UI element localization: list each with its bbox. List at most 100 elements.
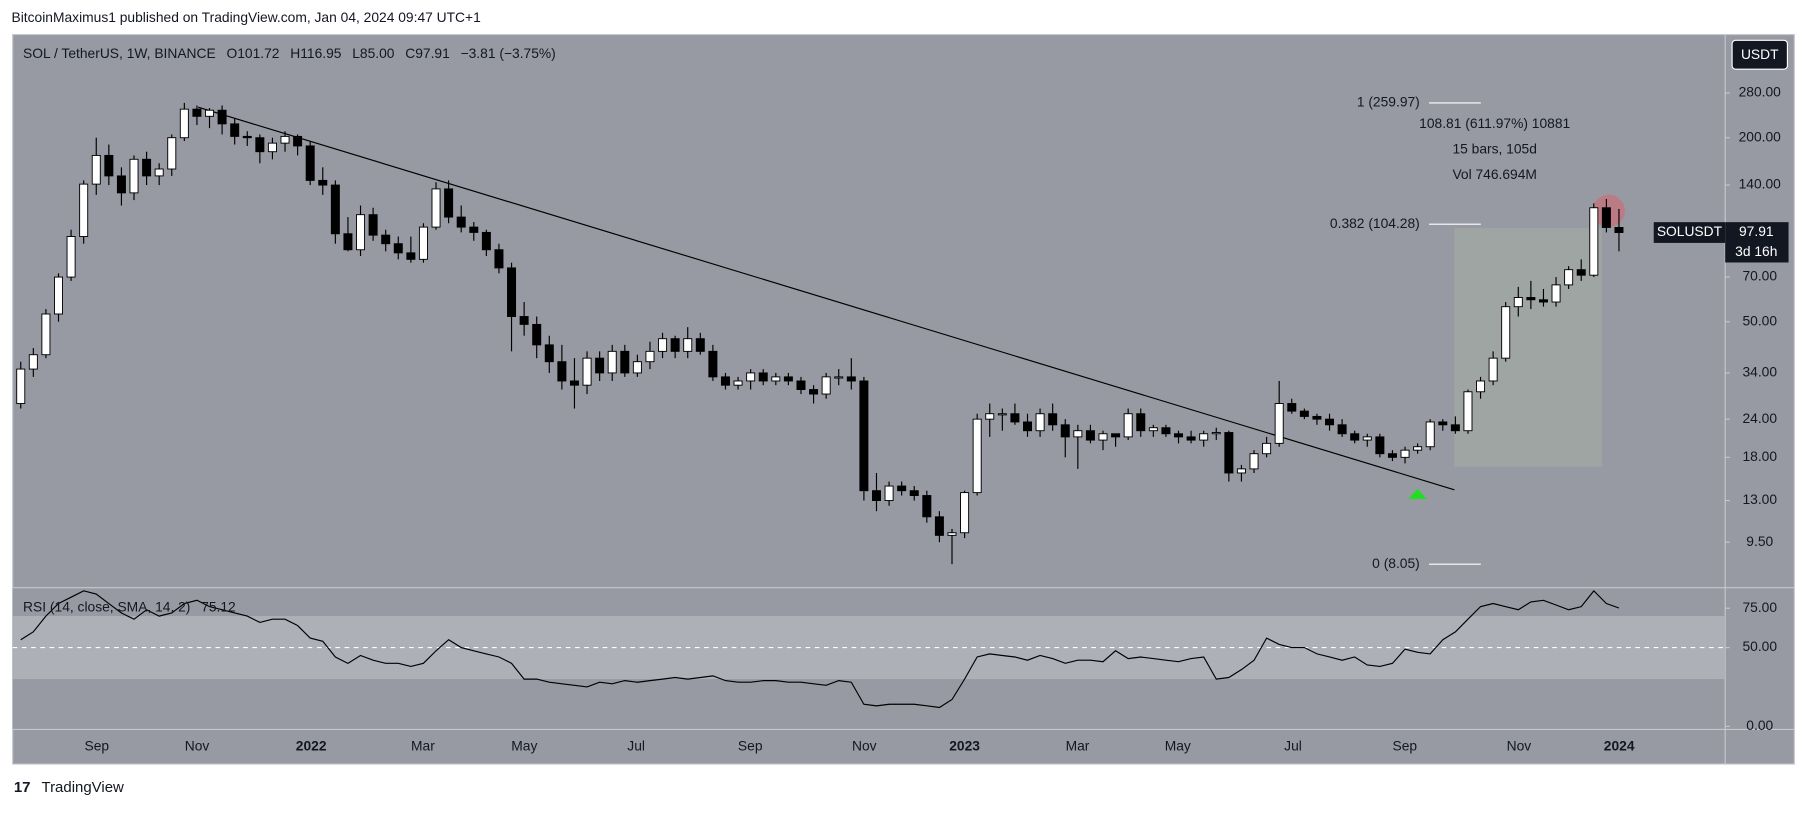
- candle-body: [1463, 391, 1473, 432]
- candle-body: [381, 234, 391, 245]
- x-tick-label: Sep: [1393, 737, 1418, 753]
- candle-body: [1199, 433, 1209, 441]
- candle-body: [242, 135, 252, 139]
- legend-c-key: C: [405, 45, 415, 61]
- y-tick-label: 280.00: [1739, 84, 1782, 100]
- candle-body: [179, 108, 189, 139]
- measure-text: Vol 746.694M: [1452, 166, 1536, 182]
- candle-body: [557, 361, 567, 382]
- y-tick-label: 200.00: [1739, 128, 1782, 144]
- price-tag: [1725, 222, 1789, 263]
- candle-body: [1211, 432, 1221, 435]
- x-tick-label: Mar: [411, 737, 435, 753]
- candle-body: [1589, 207, 1599, 276]
- x-tick-label: 2024: [1604, 737, 1635, 753]
- legend-o: 101.72: [237, 45, 279, 61]
- candle-body: [418, 226, 428, 260]
- candle-body: [683, 338, 693, 352]
- candle-body: [1249, 453, 1259, 470]
- candle-body: [255, 137, 265, 153]
- candle-body: [507, 267, 517, 317]
- x-tick-label: May: [1165, 737, 1191, 753]
- candle-body: [1564, 269, 1574, 286]
- x-tick-label: Sep: [85, 737, 110, 753]
- candle-body: [1576, 269, 1586, 276]
- candle-body: [821, 376, 831, 395]
- x-tick-label: Nov: [852, 737, 877, 753]
- candle-body: [934, 516, 944, 536]
- y-tick-label: 34.00: [1742, 364, 1777, 380]
- legend-c: 97.91: [415, 45, 450, 61]
- currency-label[interactable]: USDT: [1741, 46, 1779, 62]
- rsi-last: 75.12: [201, 598, 236, 614]
- candle-body: [1035, 413, 1045, 432]
- candle-body: [116, 175, 126, 194]
- candle-body: [1174, 433, 1184, 438]
- x-tick-label: May: [511, 737, 537, 753]
- candle-body: [796, 380, 806, 390]
- legend-o-key: O: [226, 45, 237, 61]
- breakout-arrow: [1408, 488, 1427, 499]
- x-tick-label: 2023: [949, 737, 980, 753]
- x-tick-label: Mar: [1066, 737, 1090, 753]
- currency-button[interactable]: [1731, 39, 1788, 70]
- candle-body: [167, 137, 177, 170]
- candle-body: [1123, 413, 1133, 438]
- rsi-legend: RSI (14, close, SMA, 14, 2) 75.12: [23, 598, 236, 614]
- candle-body: [1073, 430, 1083, 438]
- candle-body: [192, 108, 202, 117]
- symbol-legend: SOL / TetherUS, 1W, BINANCE O101.72 H116…: [23, 45, 556, 61]
- symbol: SOL / TetherUS, 1W, BINANCE: [23, 45, 216, 61]
- candle-body: [406, 252, 416, 260]
- candle-body: [658, 338, 668, 352]
- candle-body: [884, 485, 894, 502]
- publish-header: BitcoinMaximus1 published on TradingView…: [12, 9, 481, 25]
- candle-body: [645, 350, 655, 363]
- candle-body: [1425, 421, 1435, 448]
- candle-body: [595, 357, 605, 374]
- candle-body: [695, 338, 705, 352]
- candle-body: [720, 376, 730, 386]
- candle-body: [670, 338, 680, 352]
- candle-body: [1551, 284, 1561, 303]
- x-tick-label: Jul: [1284, 737, 1302, 753]
- candle-body: [280, 135, 290, 144]
- candle-body: [1538, 299, 1548, 303]
- candle-body: [343, 233, 353, 251]
- candle-body: [1614, 226, 1624, 233]
- candle-body: [431, 188, 441, 228]
- rsi-y-tick-label: 75.00: [1742, 599, 1777, 615]
- candle-body: [1601, 207, 1611, 228]
- candle-body: [41, 313, 51, 356]
- x-tick-label: 2022: [296, 737, 327, 753]
- candle-body: [1312, 415, 1322, 420]
- candle-body: [393, 243, 403, 254]
- candle-body: [1085, 430, 1095, 441]
- measure-text: 108.81 (611.97%) 10881: [1419, 115, 1570, 131]
- candle-body: [1488, 357, 1498, 382]
- candle-body: [532, 323, 542, 346]
- countdown-text: 3d 16h: [1735, 243, 1777, 259]
- candle-body: [469, 226, 479, 233]
- measure-text: 15 bars, 105d: [1452, 140, 1536, 156]
- rsi-band: [12, 616, 1726, 680]
- legend-l-key: L: [352, 45, 360, 61]
- fib-label: 1 (259.97): [1357, 94, 1420, 110]
- candle-body: [1287, 403, 1297, 412]
- candle-body: [267, 142, 277, 153]
- candle-body: [922, 495, 932, 518]
- candle-body: [544, 344, 554, 363]
- rsi-line: [20, 589, 1620, 709]
- candle-body: [230, 123, 240, 137]
- candle-body: [1274, 403, 1284, 444]
- candle-body: [16, 368, 26, 404]
- candle-body: [1526, 297, 1536, 301]
- candle-body: [783, 376, 793, 382]
- candle-body: [607, 350, 617, 374]
- candle-body: [1413, 446, 1423, 451]
- candle-body: [1438, 421, 1448, 426]
- price-tag-text: 97.91: [1739, 223, 1774, 239]
- y-tick-label: 50.00: [1742, 312, 1777, 328]
- rsi-y-tick-label: 0.00: [1746, 717, 1773, 733]
- candle-body: [1060, 424, 1070, 438]
